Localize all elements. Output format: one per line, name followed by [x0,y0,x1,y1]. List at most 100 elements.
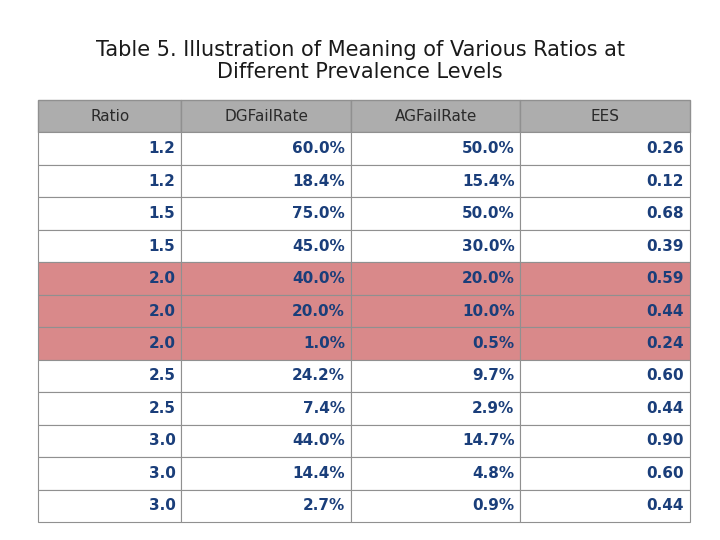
Bar [181,457,351,490]
Text: 2.0: 2.0 [148,271,176,286]
Text: 0.26: 0.26 [647,141,684,156]
Bar [181,132,351,165]
Bar [38,100,181,132]
Bar [38,392,181,424]
Bar [181,360,351,392]
Bar [38,424,181,457]
Bar [181,100,351,132]
Bar [521,295,690,327]
Bar [521,230,690,262]
Bar [351,490,521,522]
Bar [181,262,351,295]
Text: 2.5: 2.5 [148,401,176,416]
Text: 2.0: 2.0 [148,336,176,351]
Bar [351,198,521,230]
Text: Ratio: Ratio [90,109,130,124]
Text: 0.44: 0.44 [647,303,684,319]
Bar [351,424,521,457]
Text: EES: EES [590,109,620,124]
Text: 9.7%: 9.7% [472,368,515,383]
Text: 30.0%: 30.0% [462,239,515,254]
Text: 0.68: 0.68 [647,206,684,221]
Bar [181,295,351,327]
Text: 75.0%: 75.0% [292,206,345,221]
Text: DGFailRate: DGFailRate [224,109,308,124]
Text: 0.44: 0.44 [647,401,684,416]
Text: 0.60: 0.60 [647,368,684,383]
Bar [351,457,521,490]
Bar [181,165,351,198]
Bar [351,295,521,327]
Bar [181,327,351,360]
Text: 0.9%: 0.9% [472,498,515,513]
Text: Different Prevalence Levels: Different Prevalence Levels [217,62,503,82]
Bar [351,262,521,295]
Text: 1.5: 1.5 [149,239,176,254]
Bar [181,424,351,457]
Bar [38,360,181,392]
Text: 20.0%: 20.0% [462,271,515,286]
Text: 14.7%: 14.7% [462,433,515,448]
Bar [521,392,690,424]
Text: 15.4%: 15.4% [462,174,515,188]
Bar [38,230,181,262]
Bar [521,198,690,230]
Text: 50.0%: 50.0% [462,206,515,221]
Text: 44.0%: 44.0% [292,433,345,448]
Text: 4.8%: 4.8% [472,466,515,481]
Bar [38,327,181,360]
Bar [181,392,351,424]
Text: 3.0: 3.0 [148,498,176,513]
Text: 0.12: 0.12 [647,174,684,188]
Text: 3.0: 3.0 [148,466,176,481]
Text: 1.5: 1.5 [149,206,176,221]
Text: 2.7%: 2.7% [302,498,345,513]
Text: 2.5: 2.5 [148,368,176,383]
Text: 0.90: 0.90 [647,433,684,448]
Bar [521,490,690,522]
Text: 1.0%: 1.0% [303,336,345,351]
Bar [521,165,690,198]
Text: 0.39: 0.39 [647,239,684,254]
Text: 40.0%: 40.0% [292,271,345,286]
Text: 20.0%: 20.0% [292,303,345,319]
Bar [521,424,690,457]
Text: AGFailRate: AGFailRate [395,109,477,124]
Text: 2.9%: 2.9% [472,401,515,416]
Bar [521,132,690,165]
Text: 0.59: 0.59 [647,271,684,286]
Bar [181,198,351,230]
Bar [351,165,521,198]
Bar [521,457,690,490]
Bar [181,490,351,522]
Bar [351,132,521,165]
Bar [181,230,351,262]
Text: 3.0: 3.0 [148,433,176,448]
Text: 0.60: 0.60 [647,466,684,481]
Bar [521,262,690,295]
Text: 7.4%: 7.4% [303,401,345,416]
Text: 24.2%: 24.2% [292,368,345,383]
Text: 0.5%: 0.5% [472,336,515,351]
Text: 1.2: 1.2 [148,174,176,188]
Text: 60.0%: 60.0% [292,141,345,156]
Text: 0.24: 0.24 [647,336,684,351]
Text: 2.0: 2.0 [148,303,176,319]
Bar [38,198,181,230]
Text: 18.4%: 18.4% [292,174,345,188]
Text: 0.44: 0.44 [647,498,684,513]
Text: Table 5. Illustration of Meaning of Various Ratios at: Table 5. Illustration of Meaning of Vari… [96,40,624,60]
Bar [38,132,181,165]
Text: 45.0%: 45.0% [292,239,345,254]
Bar [351,100,521,132]
Bar [38,262,181,295]
Bar [521,327,690,360]
Text: 10.0%: 10.0% [462,303,515,319]
Bar [521,360,690,392]
Bar [351,230,521,262]
Text: 1.2: 1.2 [148,141,176,156]
Bar [38,295,181,327]
Bar [38,165,181,198]
Bar [351,360,521,392]
Bar [351,392,521,424]
